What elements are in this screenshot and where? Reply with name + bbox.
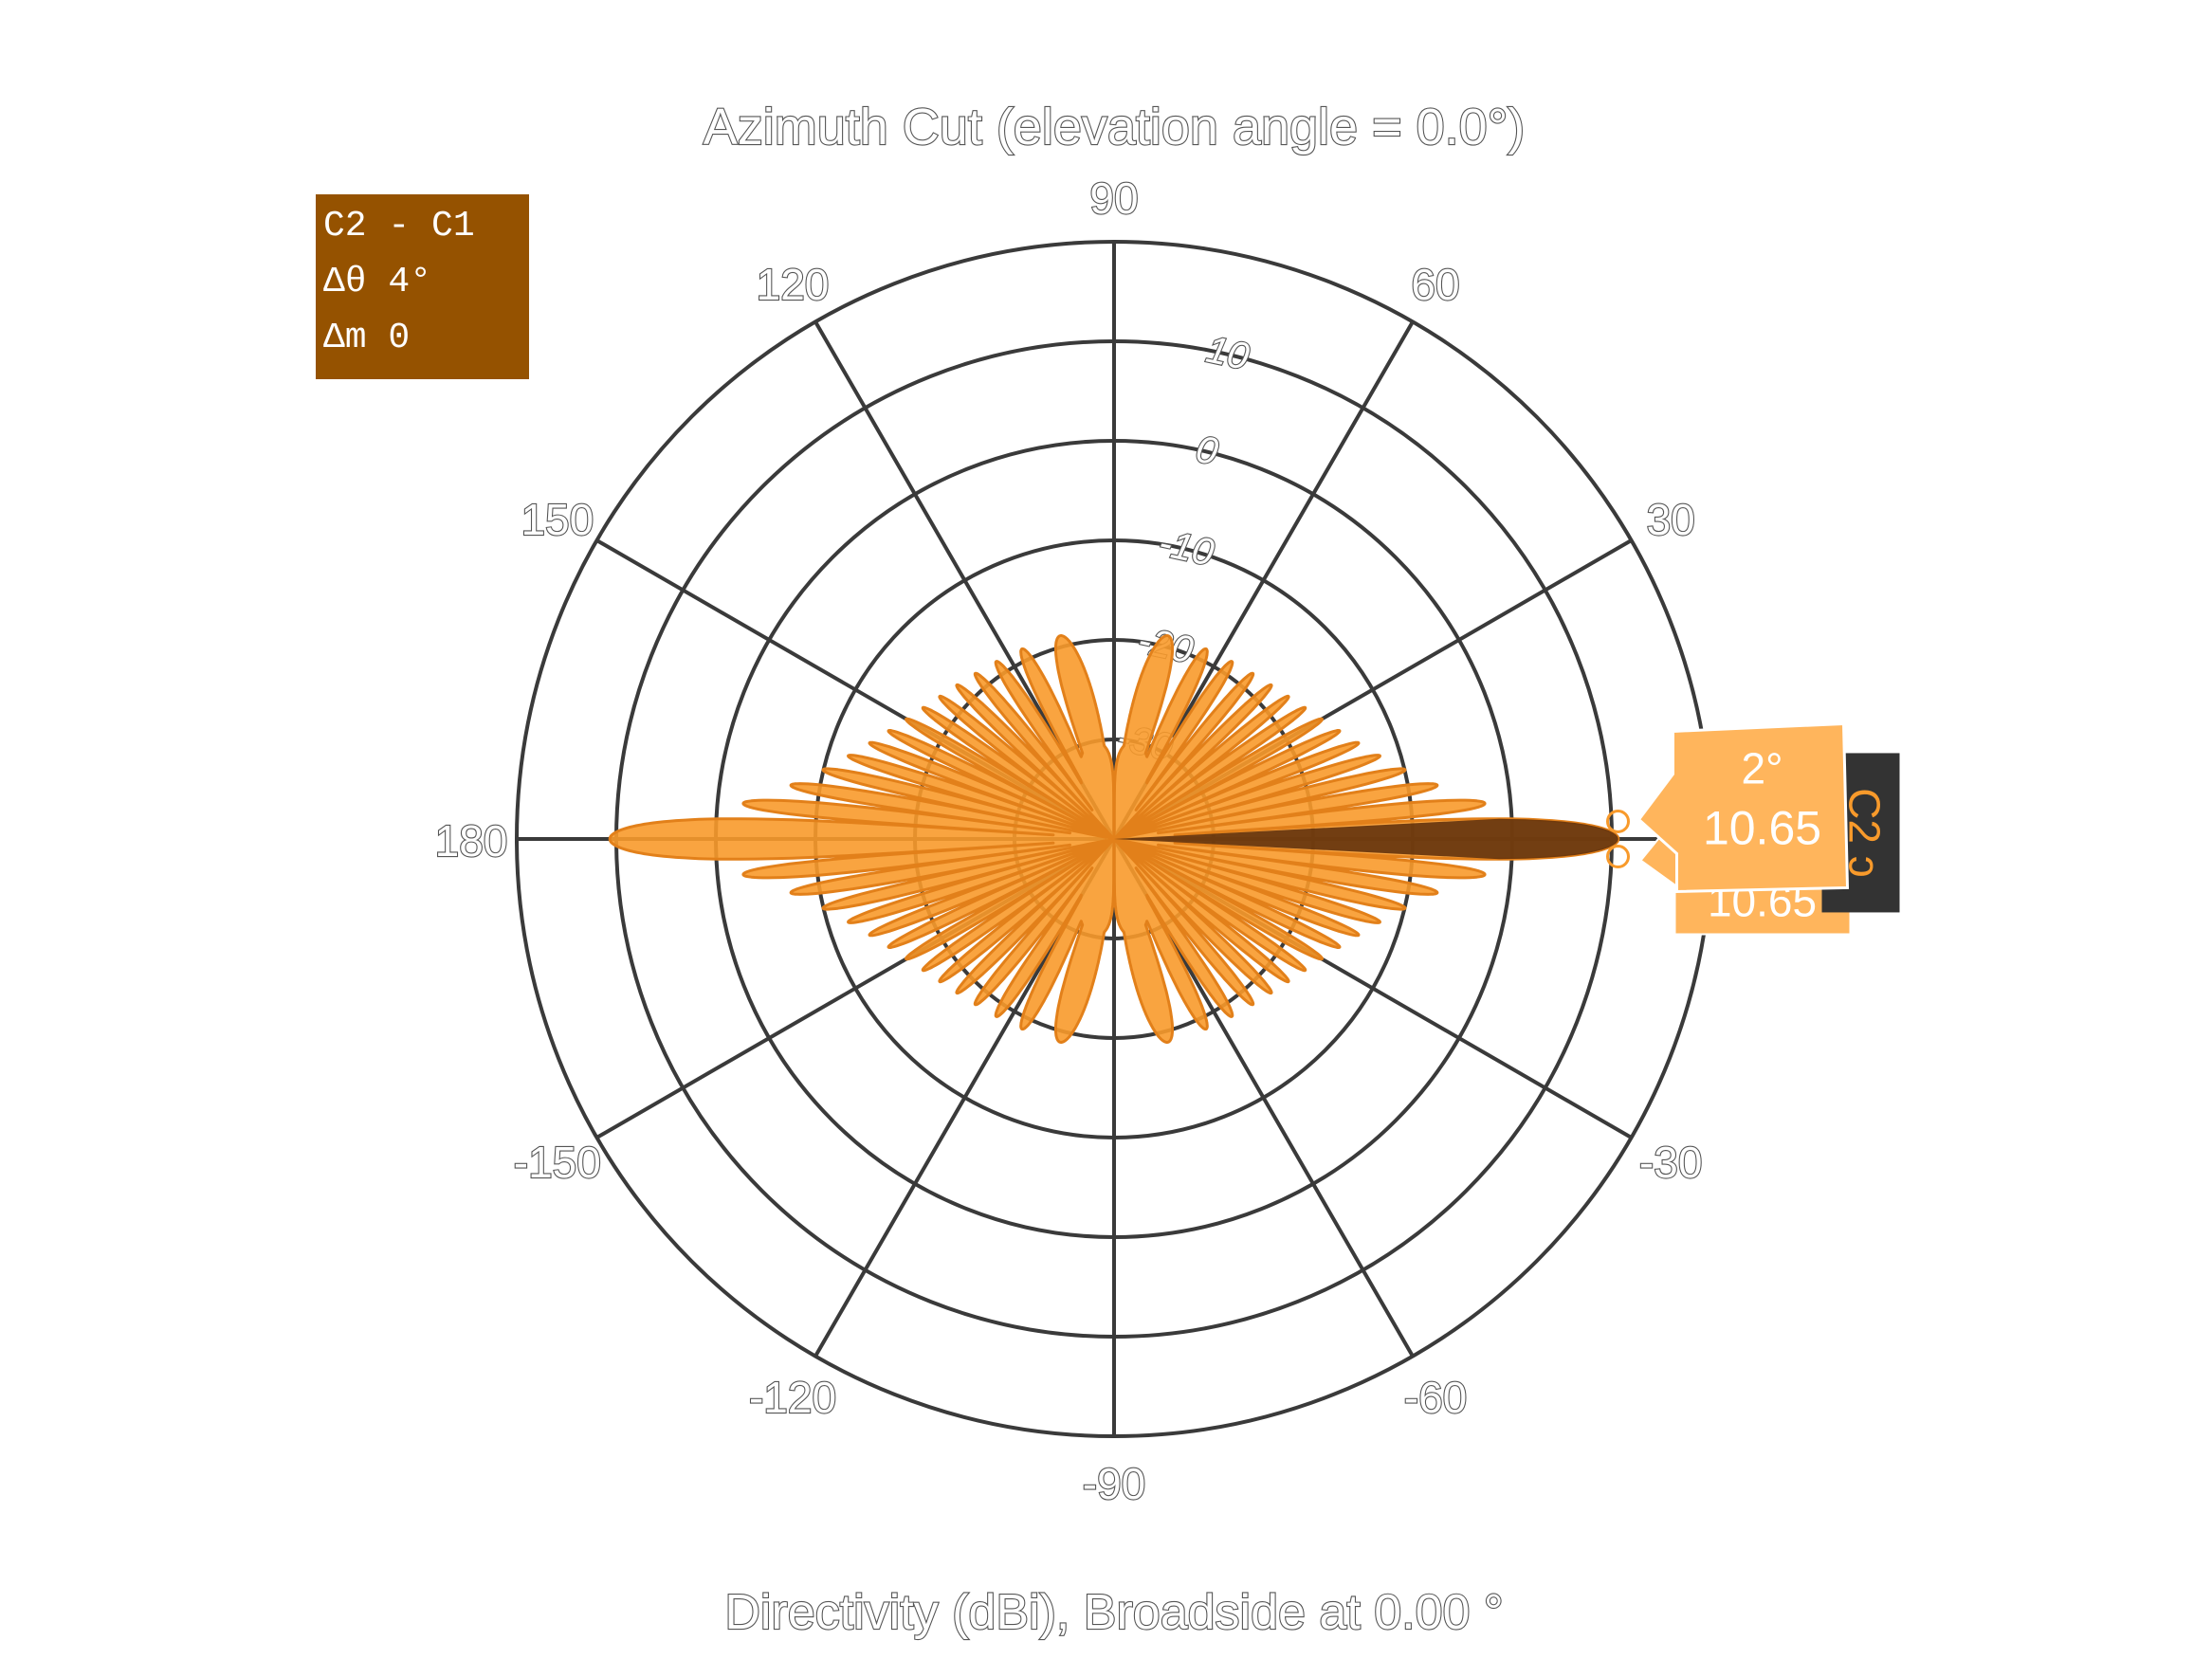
angle-tick-label: 90 [1089,173,1138,223]
delta-marker-readout: C2 - C1 Δθ 4° Δm 0 [316,194,529,379]
marker-point-c1[interactable] [1606,845,1631,869]
delta-readout-line-2: Δθ 4° [323,262,432,302]
radial-tick-label: -10 [1155,522,1217,574]
directivity-pattern [608,634,1620,1044]
delta-readout-line-1: C2 - C1 [323,206,475,246]
angle-tick-label: 120 [757,260,830,309]
radial-tick-label: 0 [1193,428,1222,474]
main-beam-shade [1114,818,1618,860]
angle-tick-label: -90 [1083,1459,1145,1508]
angle-tick-label: -30 [1639,1138,1702,1187]
radial-tick-label: 10 [1203,329,1253,378]
angle-tick-label: -60 [1404,1373,1467,1422]
chart-title: Azimuth Cut (elevation angle = 0.0°) [704,99,1526,155]
marker-angle-c2: 2° [1742,743,1783,793]
angle-tick-label: 30 [1647,495,1695,544]
angle-tick-label: 180 [435,816,508,866]
marker-value-c2: 10.65 [1703,801,1821,854]
x-axis-label: Directivity (dBi), Broadside at 0.00 ° [724,1585,1503,1640]
marker-point-c2[interactable] [1606,809,1631,833]
delta-readout-line-3: Δm 0 [323,318,411,358]
marker-datatip-c2[interactable]: 2° 10.65 [1636,721,1850,893]
angle-tick-label: -120 [749,1373,836,1422]
angle-tick-label: 60 [1411,260,1459,309]
angle-tick-label: 150 [521,495,594,544]
angle-tick-label: -150 [514,1138,601,1187]
